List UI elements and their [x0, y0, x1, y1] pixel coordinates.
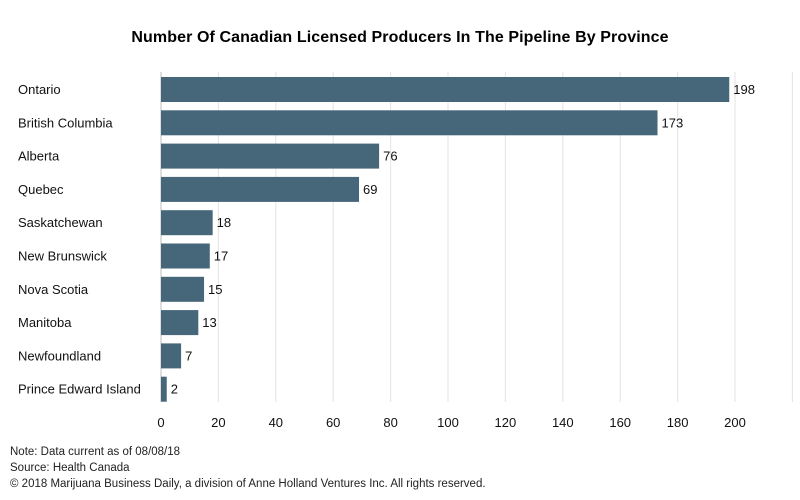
category-label: Manitoba — [18, 315, 72, 330]
bar — [161, 243, 210, 269]
bar — [161, 376, 167, 402]
category-label: New Brunswick — [18, 249, 107, 264]
bar — [161, 143, 380, 169]
footnote-source: Source: Health Canada — [10, 462, 130, 474]
category-label: Prince Edward Island — [18, 382, 141, 397]
data-label: 15 — [208, 282, 222, 297]
bar — [161, 310, 199, 336]
data-label: 7 — [185, 348, 192, 363]
x-tick-label: 120 — [495, 415, 517, 430]
bar — [161, 343, 182, 369]
x-tick-label: 100 — [437, 415, 459, 430]
footnote-copyright: © 2018 Marijuana Business Daily, a divis… — [10, 478, 486, 490]
category-label: Nova Scotia — [18, 282, 89, 297]
x-tick-label: 20 — [211, 415, 225, 430]
x-tick-label: 140 — [552, 415, 574, 430]
data-labels: 198 173 76 69 18 17 15 13 7 2 — [171, 82, 755, 397]
x-tick-label: 200 — [724, 415, 746, 430]
category-label: Saskatchewan — [18, 215, 103, 230]
category-label: Newfoundland — [18, 348, 101, 363]
bar — [161, 176, 360, 202]
category-label: British Columbia — [18, 115, 113, 130]
bars — [161, 77, 730, 402]
data-label: 173 — [662, 115, 684, 130]
x-tick-label: 60 — [326, 415, 340, 430]
category-label: Ontario — [18, 82, 61, 97]
x-tick-label: 80 — [383, 415, 397, 430]
bar — [161, 210, 213, 236]
chart-title: Number Of Canadian Licensed Producers In… — [131, 29, 669, 46]
bar-chart: Ontario British Columbia Alberta Quebec Sask… — [18, 72, 793, 430]
bar — [161, 110, 658, 136]
category-labels: Ontario British Columbia Alberta Quebec Sask… — [18, 82, 141, 397]
data-label: 69 — [363, 182, 377, 197]
data-label: 2 — [171, 382, 178, 397]
x-tick-label: 160 — [609, 415, 631, 430]
category-label: Quebec — [18, 182, 64, 197]
bar — [161, 77, 730, 102]
data-label: 18 — [217, 215, 231, 230]
footnote-note: Note: Data current as of 08/08/18 — [10, 446, 181, 458]
x-axis-ticks: 0 20 40 60 80 100 120 140 160 180 200 — [157, 415, 745, 430]
data-label: 76 — [383, 149, 397, 164]
data-label: 198 — [733, 82, 755, 97]
x-tick-label: 0 — [157, 415, 164, 430]
category-label: Alberta — [18, 149, 60, 164]
x-tick-label: 180 — [667, 415, 689, 430]
x-tick-label: 40 — [269, 415, 283, 430]
data-label: 13 — [202, 315, 216, 330]
bar — [161, 276, 205, 302]
data-label: 17 — [214, 249, 228, 264]
